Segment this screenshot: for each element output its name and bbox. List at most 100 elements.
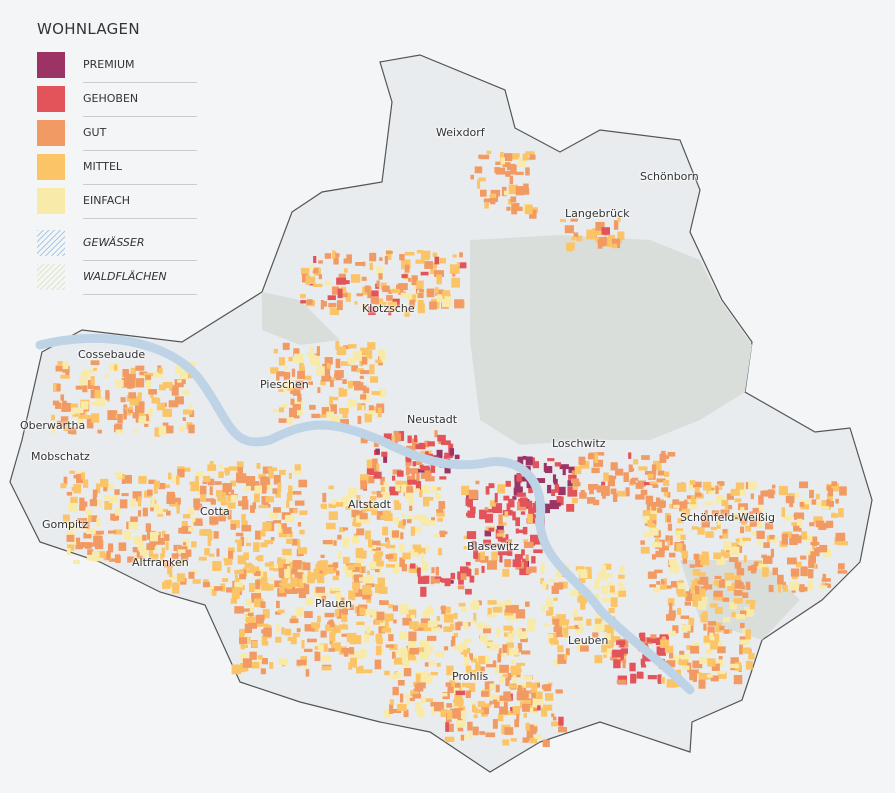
- residential-block: [389, 674, 397, 679]
- residential-block: [370, 296, 379, 305]
- residential-block: [643, 515, 650, 524]
- residential-block: [399, 647, 408, 658]
- residential-block: [400, 292, 409, 298]
- residential-block: [300, 300, 310, 304]
- residential-block: [400, 284, 407, 288]
- residential-block: [517, 685, 522, 690]
- residential-block: [297, 370, 305, 379]
- district-label: Cotta: [200, 505, 230, 518]
- residential-block: [419, 514, 427, 523]
- residential-block: [86, 418, 94, 429]
- residential-block: [437, 624, 443, 629]
- residential-block: [137, 392, 142, 402]
- residential-block: [417, 708, 425, 718]
- residential-block: [277, 482, 282, 493]
- residential-block: [299, 529, 305, 535]
- residential-block: [578, 594, 588, 604]
- residential-block: [554, 484, 560, 493]
- residential-block: [133, 535, 144, 545]
- residential-block: [192, 579, 201, 584]
- residential-block: [375, 359, 382, 364]
- residential-block: [100, 478, 109, 488]
- residential-block: [142, 507, 148, 517]
- residential-block: [62, 365, 70, 373]
- residential-block: [270, 367, 279, 374]
- residential-block: [361, 508, 367, 516]
- residential-block: [444, 296, 452, 304]
- residential-block: [522, 558, 526, 563]
- residential-block: [531, 556, 536, 564]
- residential-block: [607, 478, 616, 487]
- residential-block: [384, 670, 390, 676]
- residential-block: [103, 495, 111, 500]
- residential-block: [720, 509, 730, 517]
- residential-block: [777, 574, 784, 585]
- residential-block: [749, 519, 757, 527]
- residential-block: [663, 585, 672, 589]
- residential-block: [311, 622, 321, 629]
- residential-block: [138, 475, 147, 484]
- residential-block: [373, 554, 382, 562]
- residential-block: [533, 707, 538, 712]
- residential-block: [465, 665, 472, 674]
- residential-block: [821, 506, 830, 510]
- residential-block: [364, 575, 374, 584]
- residential-block: [669, 535, 673, 546]
- residential-block: [56, 384, 61, 392]
- residential-block: [360, 567, 365, 574]
- residential-block: [617, 216, 621, 222]
- residential-block: [613, 659, 621, 669]
- residential-block: [310, 572, 317, 580]
- residential-block: [642, 510, 653, 518]
- residential-block: [399, 557, 405, 568]
- residential-block: [408, 492, 414, 500]
- residential-block: [405, 466, 410, 476]
- residential-block: [427, 441, 435, 447]
- residential-block: [601, 481, 606, 486]
- residential-block: [406, 609, 417, 619]
- residential-block: [83, 479, 89, 488]
- residential-block: [481, 707, 490, 715]
- residential-block: [261, 640, 269, 646]
- residential-block: [571, 236, 576, 241]
- residential-block: [486, 150, 492, 155]
- residential-block: [425, 451, 429, 456]
- legend-label: EINFACH: [83, 184, 197, 219]
- residential-block: [466, 512, 475, 517]
- residential-block: [469, 653, 474, 660]
- residential-block: [356, 495, 361, 501]
- residential-block: [458, 644, 468, 649]
- residential-block: [224, 558, 233, 566]
- residential-block: [214, 586, 223, 591]
- residential-block: [261, 496, 269, 503]
- residential-block: [230, 494, 238, 503]
- residential-block: [171, 385, 179, 396]
- residential-block: [460, 573, 467, 580]
- residential-block: [168, 400, 179, 408]
- residential-block: [296, 659, 307, 666]
- residential-block: [572, 588, 578, 593]
- residential-block: [522, 737, 529, 743]
- residential-block: [465, 497, 473, 506]
- residential-block: [76, 537, 81, 544]
- residential-block: [518, 157, 526, 167]
- residential-block: [421, 485, 430, 494]
- residential-block: [350, 657, 357, 668]
- residential-block: [463, 545, 471, 550]
- residential-block: [177, 545, 185, 555]
- residential-block: [444, 581, 451, 587]
- residential-block: [565, 648, 570, 656]
- legend-label: GEWÄSSER: [83, 226, 197, 261]
- residential-block: [317, 560, 327, 571]
- residential-block: [423, 469, 432, 475]
- residential-block: [649, 584, 656, 588]
- residential-block: [838, 541, 849, 546]
- residential-block: [523, 559, 528, 569]
- legend-item-einfach: EINFACH: [37, 184, 197, 219]
- residential-block: [272, 408, 280, 413]
- residential-block: [145, 413, 150, 421]
- residential-block: [507, 549, 513, 556]
- residential-block: [676, 607, 682, 615]
- residential-block: [291, 368, 296, 377]
- residential-block: [169, 502, 178, 507]
